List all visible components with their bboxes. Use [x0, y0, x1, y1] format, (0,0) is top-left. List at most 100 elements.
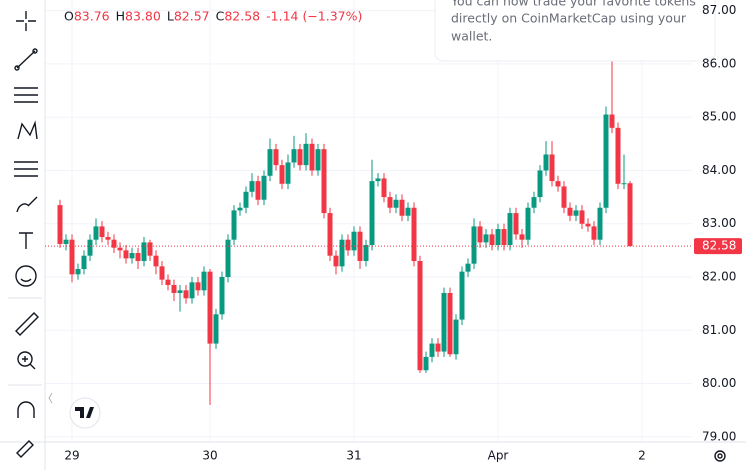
candle-body	[69, 239, 75, 275]
popup-text: directly on CoinMarketCap using your	[451, 11, 687, 26]
candle-body	[561, 186, 567, 208]
toolbar	[8, 11, 53, 458]
x-tick-label: 29	[64, 449, 79, 463]
x-tick-label: 2	[638, 449, 646, 463]
candle-body	[417, 261, 423, 371]
candle-body	[555, 181, 561, 187]
candle-body	[303, 143, 309, 166]
ohlc-key: L	[167, 9, 174, 24]
candle-body	[135, 253, 141, 262]
magnet-tool[interactable]	[17, 401, 35, 418]
candle-body	[261, 175, 267, 200]
ruler-tool[interactable]	[15, 312, 39, 336]
candle-body	[351, 231, 357, 251]
candle-body	[369, 181, 375, 246]
emoji-tool[interactable]	[15, 265, 37, 287]
candle-body	[531, 197, 537, 208]
text-tool[interactable]	[19, 232, 33, 249]
candle-body	[189, 282, 195, 299]
candle-body	[273, 149, 279, 166]
candle-body	[225, 239, 231, 277]
ohlc-key: O	[64, 9, 74, 24]
candle-body	[591, 226, 597, 240]
candle-body	[123, 250, 129, 259]
pattern-tool[interactable]	[17, 120, 38, 140]
candle-body	[213, 314, 219, 344]
candle-body	[489, 234, 495, 246]
candle-body	[183, 290, 189, 299]
candle-body	[471, 226, 477, 264]
candle-body	[309, 143, 315, 171]
candle-body	[279, 165, 285, 184]
x-tick-label: 31	[346, 449, 361, 463]
candle-body	[393, 199, 399, 208]
candle-body	[567, 207, 573, 216]
candle-body	[105, 237, 111, 240]
candle-body	[159, 266, 165, 280]
candle-body	[459, 271, 465, 320]
candle-body	[615, 127, 621, 184]
candle-body	[117, 247, 123, 251]
notification-popup[interactable]: You can now trade your favorite tokens d…	[434, 0, 716, 62]
candle-body	[537, 170, 543, 198]
candle-body	[327, 213, 333, 256]
candle-body	[465, 263, 471, 272]
candle-body	[153, 255, 159, 267]
trend-line-tool[interactable]	[14, 48, 38, 71]
last-price-label: 82.58	[702, 239, 736, 253]
y-tick-label: 86.00	[702, 56, 736, 70]
candle-body	[129, 253, 135, 259]
candles	[57, 58, 633, 405]
candle-body	[363, 245, 369, 262]
candle-body	[177, 290, 183, 293]
candle-body	[237, 207, 243, 211]
candle-body	[621, 183, 627, 185]
x-tick-label: Apr	[488, 449, 509, 463]
collapse-toolbar[interactable]	[48, 392, 53, 404]
candle-body	[171, 284, 177, 293]
candle-body	[207, 271, 213, 344]
lock-tool[interactable]	[16, 440, 34, 458]
popup-text: wallet.	[451, 29, 492, 44]
candle-body	[597, 207, 603, 240]
y-tick-label: 85.00	[702, 110, 736, 124]
candle-body	[543, 154, 549, 171]
candle-body	[603, 114, 609, 208]
crosshair-tool[interactable]	[16, 11, 36, 31]
candle-body	[297, 149, 303, 166]
y-tick-label: 79.00	[702, 429, 736, 443]
ohlc-value: 83.76	[74, 9, 110, 24]
candle-body	[63, 239, 69, 244]
candle-body	[321, 149, 327, 214]
settings-button[interactable]	[714, 450, 726, 462]
candle-body	[201, 271, 207, 291]
y-tick-label: 87.00	[702, 3, 736, 17]
candle-body	[57, 205, 63, 244]
y-tick-label: 80.00	[702, 376, 736, 390]
candle-body	[111, 239, 117, 248]
candle-body	[87, 239, 93, 256]
zoom-tool[interactable]	[17, 351, 36, 370]
brush-tool[interactable]	[16, 196, 38, 213]
y-tick-label: 84.00	[702, 163, 736, 177]
candle-body	[447, 292, 453, 355]
candle-body	[165, 279, 171, 285]
candle-body	[405, 207, 411, 216]
candle-body	[285, 162, 291, 184]
candle-body	[579, 210, 585, 224]
prediction-tool[interactable]	[14, 161, 38, 177]
candle-body	[249, 181, 255, 192]
candle-body	[495, 229, 501, 246]
price-change: -1.14 (−1.37%)	[266, 9, 362, 24]
candle-body	[81, 255, 87, 270]
ohlc-key: C	[216, 9, 225, 24]
fib-tool[interactable]	[14, 87, 38, 103]
tradingview-logo[interactable]	[69, 397, 101, 429]
candle-body	[333, 255, 339, 267]
y-tick-label: 82.00	[702, 269, 736, 283]
candle-body	[93, 226, 99, 240]
candle-body	[477, 226, 483, 243]
candle-body	[255, 181, 261, 200]
candle-body	[573, 210, 579, 216]
